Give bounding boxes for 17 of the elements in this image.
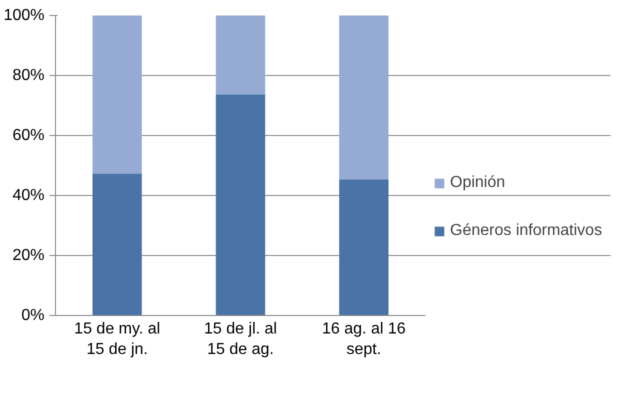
y-tick-label: 40% <box>12 187 45 204</box>
bar <box>216 16 266 94</box>
y-tick-label: 100% <box>4 7 44 24</box>
x-tick-label: 15 de jl. al 15 de ag. <box>204 320 277 358</box>
y-tick-label: 20% <box>12 247 45 264</box>
legend-label: Opinión <box>450 174 506 192</box>
y-tick-label: 0% <box>21 307 44 324</box>
legend-label: Géneros informativos <box>450 222 602 240</box>
bar <box>92 174 142 316</box>
x-tick-label: 15 de my. al 15 de jn. <box>74 320 160 358</box>
bar <box>92 16 142 174</box>
bar <box>216 94 266 316</box>
y-tick-label: 60% <box>12 127 45 144</box>
bar <box>339 179 388 316</box>
bar <box>339 16 388 180</box>
y-tick-label: 80% <box>12 67 45 84</box>
x-tick-label: 16 ag. al 16 sept. <box>322 320 406 358</box>
